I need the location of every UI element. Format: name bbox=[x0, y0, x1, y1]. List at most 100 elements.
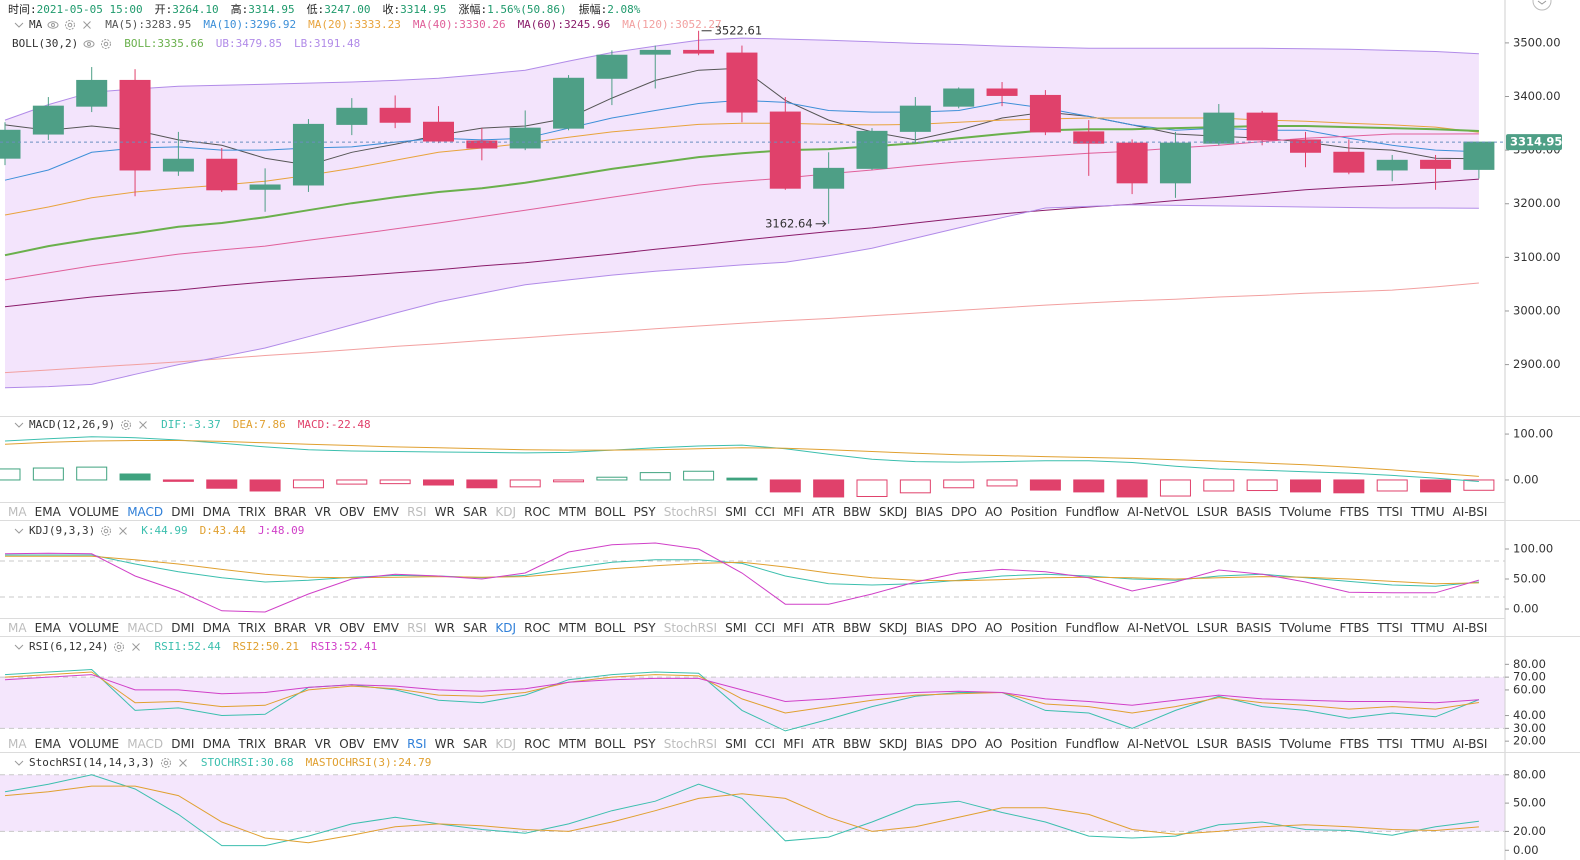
indicator-tab[interactable]: ROC bbox=[524, 505, 551, 519]
gear-hub[interactable] bbox=[103, 528, 109, 534]
indicator-tab[interactable]: AI-BSI bbox=[1452, 621, 1488, 635]
indicator-tab[interactable]: MACD bbox=[127, 737, 164, 751]
gear-shape[interactable] bbox=[121, 420, 132, 430]
indicator-tab[interactable]: DPO bbox=[951, 737, 977, 751]
indicator-tab[interactable]: DMI bbox=[171, 737, 195, 751]
indicator-tab[interactable]: EMA bbox=[34, 737, 61, 751]
indicator-tab[interactable]: Fundflow bbox=[1065, 505, 1120, 519]
gear-hub[interactable] bbox=[67, 22, 73, 28]
indicator-tab[interactable]: BRAR bbox=[273, 737, 307, 751]
gear-shape[interactable] bbox=[65, 20, 76, 30]
indicator-tab[interactable]: AI-NetVOL bbox=[1127, 505, 1189, 519]
indicator-tab[interactable]: LSUR bbox=[1196, 737, 1229, 751]
indicator-tab[interactable]: MA bbox=[8, 505, 27, 519]
indicator-tab[interactable]: TTSI bbox=[1377, 621, 1403, 635]
indicator-tab[interactable]: ROC bbox=[524, 621, 551, 635]
indicator-tab[interactable]: WR bbox=[434, 737, 455, 751]
indicator-tab[interactable]: DPO bbox=[951, 505, 977, 519]
indicator-tab[interactable]: RSI bbox=[407, 621, 427, 635]
indicator-tab[interactable]: StochRSI bbox=[663, 737, 718, 751]
indicator-tab[interactable]: TVolume bbox=[1279, 621, 1332, 635]
close-icon[interactable] bbox=[130, 641, 142, 653]
indicator-tab[interactable]: BASIS bbox=[1236, 621, 1272, 635]
indicator-tab[interactable]: MFI bbox=[783, 737, 804, 751]
chevron-icon[interactable] bbox=[13, 641, 25, 653]
indicator-tab[interactable]: MACD bbox=[127, 505, 164, 519]
indicator-tab[interactable]: TRIX bbox=[238, 621, 266, 635]
indicator-tab[interactable]: BIAS bbox=[915, 505, 943, 519]
indicator-tab[interactable]: KDJ bbox=[495, 737, 517, 751]
indicator-tab[interactable]: ATR bbox=[812, 505, 835, 519]
chevron-icon[interactable] bbox=[13, 757, 25, 769]
chevron-shape[interactable] bbox=[14, 644, 24, 650]
indicator-tab[interactable]: VOLUME bbox=[68, 737, 120, 751]
close-shape[interactable] bbox=[119, 527, 128, 535]
indicator-tab[interactable]: EMA bbox=[34, 621, 61, 635]
indicator-tab[interactable]: AI-NetVOL bbox=[1127, 737, 1189, 751]
indicator-tab[interactable]: SKDJ bbox=[879, 505, 908, 519]
gear-icon[interactable] bbox=[120, 419, 132, 431]
gear-hub[interactable] bbox=[163, 760, 169, 766]
indicator-tab[interactable]: TTMU bbox=[1410, 621, 1445, 635]
indicator-tab[interactable]: RSI bbox=[407, 505, 427, 519]
indicator-tab[interactable]: Fundflow bbox=[1065, 621, 1120, 635]
indicator-tab[interactable]: SKDJ bbox=[879, 737, 908, 751]
indicator-tab[interactable]: LSUR bbox=[1196, 505, 1229, 519]
indicator-tab[interactable]: SAR bbox=[462, 621, 488, 635]
indicator-tab[interactable]: TRIX bbox=[238, 505, 266, 519]
indicator-tab[interactable]: LSUR bbox=[1196, 621, 1229, 635]
indicator-tab[interactable]: EMV bbox=[372, 621, 399, 635]
gear-icon[interactable] bbox=[160, 757, 172, 769]
indicator-tab[interactable]: KDJ bbox=[495, 505, 517, 519]
indicator-tab[interactable]: BASIS bbox=[1236, 505, 1272, 519]
eye-pupil[interactable] bbox=[51, 23, 56, 27]
indicator-tab[interactable]: TTSI bbox=[1377, 737, 1403, 751]
chevron-shape[interactable] bbox=[14, 528, 24, 534]
eye-icon[interactable] bbox=[83, 38, 95, 50]
indicator-tab[interactable]: BASIS bbox=[1236, 737, 1272, 751]
indicator-tab[interactable]: MA bbox=[8, 737, 27, 751]
indicator-tab[interactable]: BOLL bbox=[594, 621, 626, 635]
gear-shape[interactable] bbox=[114, 642, 125, 652]
indicator-tab[interactable]: TVolume bbox=[1279, 505, 1332, 519]
indicator-tab[interactable]: ROC bbox=[524, 737, 551, 751]
close-icon[interactable] bbox=[177, 757, 189, 769]
indicator-tab[interactable]: FTBS bbox=[1339, 737, 1370, 751]
indicator-tab[interactable]: MTM bbox=[558, 621, 587, 635]
indicator-tab[interactable]: MACD bbox=[127, 621, 164, 635]
indicator-tab[interactable]: AO bbox=[985, 737, 1003, 751]
indicator-tab[interactable]: SMI bbox=[725, 737, 747, 751]
indicator-tab[interactable]: SKDJ bbox=[879, 621, 908, 635]
indicator-tab[interactable]: RSI bbox=[407, 737, 427, 751]
collapse-chevron[interactable] bbox=[1537, 0, 1547, 5]
indicator-tab[interactable]: BOLL bbox=[594, 737, 626, 751]
eye-shape[interactable] bbox=[83, 40, 95, 48]
indicator-tab[interactable]: MFI bbox=[783, 621, 804, 635]
indicator-tab[interactable]: BBW bbox=[843, 737, 871, 751]
indicator-tab[interactable]: AO bbox=[985, 505, 1003, 519]
chevron-shape[interactable] bbox=[14, 22, 24, 28]
indicator-tab[interactable]: AI-NetVOL bbox=[1127, 621, 1189, 635]
indicator-tab[interactable]: DMA bbox=[202, 737, 231, 751]
chevron-shape[interactable] bbox=[14, 760, 24, 766]
indicator-tab[interactable]: BBW bbox=[843, 621, 871, 635]
gear-hub[interactable] bbox=[117, 644, 122, 650]
indicator-tab[interactable]: Position bbox=[1010, 505, 1058, 519]
collapse-button[interactable] bbox=[1532, 0, 1552, 11]
indicator-tab[interactable]: SMI bbox=[725, 505, 747, 519]
gear-icon[interactable] bbox=[64, 19, 76, 31]
indicator-tab[interactable]: VOLUME bbox=[68, 505, 120, 519]
indicator-tab[interactable]: TTSI bbox=[1377, 505, 1403, 519]
close-shape[interactable] bbox=[83, 21, 92, 29]
indicator-tab[interactable]: CCI bbox=[754, 737, 776, 751]
gear-icon[interactable] bbox=[100, 525, 112, 537]
indicator-tab[interactable]: AI-BSI bbox=[1452, 737, 1488, 751]
gear-shape[interactable] bbox=[101, 39, 112, 49]
indicator-tab[interactable]: Position bbox=[1010, 737, 1058, 751]
close-shape[interactable] bbox=[139, 421, 147, 429]
indicator-tab[interactable]: ATR bbox=[812, 737, 835, 751]
indicator-tab[interactable]: VOLUME bbox=[68, 621, 120, 635]
indicator-tab[interactable]: Position bbox=[1010, 621, 1058, 635]
indicator-tab[interactable]: WR bbox=[434, 505, 455, 519]
gear-shape[interactable] bbox=[101, 526, 112, 536]
